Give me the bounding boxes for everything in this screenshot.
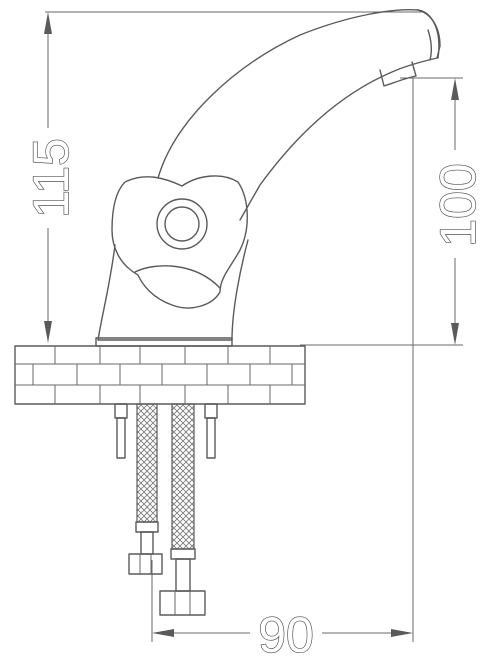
dimension-100-group: 100: [300, 77, 485, 346]
body-flange: [95, 337, 233, 347]
hose-nut: [128, 553, 163, 575]
arrow-up-115: [44, 12, 52, 34]
mounting-stud-right: [204, 403, 218, 459]
aerator-ring: [427, 29, 433, 61]
aerator-outlet: [379, 61, 417, 87]
deck-joints-row1: [54, 346, 271, 364]
hose-braid: [171, 403, 195, 550]
dimension-115-group: 115: [22, 11, 425, 343]
spout-outline: [157, 8, 441, 221]
deck-outline: [14, 345, 306, 405]
hose-braid: [136, 403, 158, 523]
dimension-label-115: 115: [23, 138, 79, 218]
hose-collar: [175, 558, 191, 592]
dimension-label-90: 90: [258, 607, 314, 663]
arrow-left-90: [152, 629, 174, 637]
arrow-down-100: [451, 323, 459, 345]
supply-hose-right: [159, 403, 206, 616]
faucet-body: [95, 8, 441, 347]
mounting-stud-left: [114, 403, 128, 459]
supply-hose-left: [128, 403, 163, 575]
stud-rod: [116, 417, 126, 459]
deck-joints-row2: [32, 364, 293, 385]
dimension-label-100: 100: [430, 163, 485, 246]
stud-nut: [204, 403, 218, 419]
spout-tip-edge: [417, 9, 440, 59]
handle-cap-outer: [156, 198, 208, 250]
handle-outline: [111, 175, 248, 309]
handle-cap-inner: [164, 206, 200, 242]
dimension-90-group: 90: [151, 78, 414, 664]
handle-underside: [134, 265, 221, 289]
body-neck: [97, 239, 249, 341]
arrow-up-100: [451, 78, 459, 100]
hose-nut: [159, 590, 206, 616]
mounting-deck: [14, 345, 306, 405]
deck-joints-row3: [54, 385, 271, 404]
stud-nut: [114, 403, 128, 419]
stud-rod: [206, 417, 216, 459]
hose-ferrule: [135, 521, 159, 533]
arrow-down-115: [44, 321, 52, 343]
hose-ferrule: [170, 548, 196, 560]
arrow-right-90: [391, 629, 413, 637]
hose-collar: [140, 531, 154, 555]
